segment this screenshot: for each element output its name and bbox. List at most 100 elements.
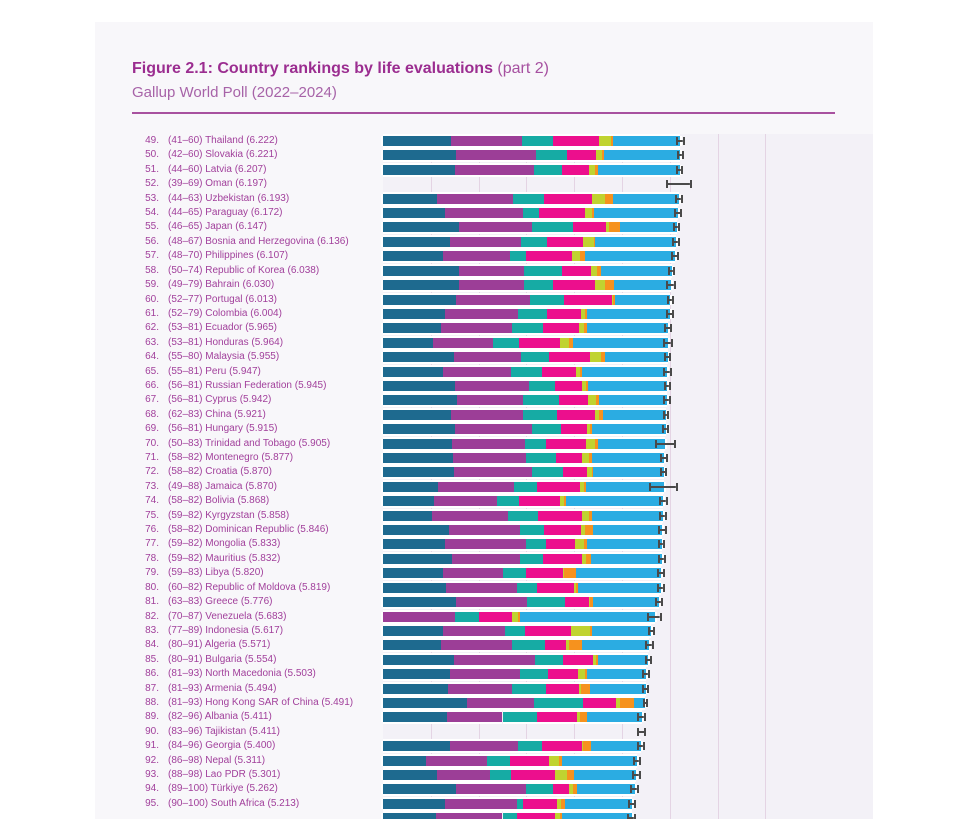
row-rank: 63. xyxy=(145,336,159,348)
bar-segment-healthy_life_expectancy xyxy=(534,697,583,708)
row-label: (82–96) Albania (5.411) xyxy=(168,711,272,723)
bar-segment-generosity xyxy=(579,683,582,694)
chart-row: 84. (80–91) Algeria (5.571) xyxy=(95,638,873,652)
bar-segment-gdp_per_capita xyxy=(383,409,451,420)
bar-segment-healthy_life_expectancy xyxy=(517,798,524,809)
confidence-interval-whisker xyxy=(666,281,676,290)
bar-segment-generosity xyxy=(595,280,605,291)
bar-segment-generosity xyxy=(573,582,576,593)
row-label: (50–74) Republic of Korea (6.038) xyxy=(168,264,320,276)
bar-segment-generosity xyxy=(606,222,610,233)
row-label: (48–67) Bosnia and Herzegovina (6.136) xyxy=(168,235,349,247)
bar-segment-generosity xyxy=(512,611,518,622)
row-rank: 90. xyxy=(145,725,159,737)
row-rank: 75. xyxy=(145,509,159,521)
confidence-interval-whisker xyxy=(672,237,681,246)
bar-segment-social_support xyxy=(436,770,491,781)
confidence-interval-whisker xyxy=(644,655,653,664)
bar-segment-social_support xyxy=(434,496,498,507)
chart-row: 78. (59–82) Mauritius (5.832) xyxy=(95,552,873,566)
bar-segment-freedom xyxy=(559,395,589,406)
figure-title: Figure 2.1: Country rankings by life eva… xyxy=(132,58,838,80)
confidence-interval-whisker xyxy=(647,626,656,635)
chart-row: 73. (49–88) Jamaica (5.870) xyxy=(95,480,873,494)
bar-segment-social_support xyxy=(449,669,521,680)
bar-segment-social_support xyxy=(459,265,524,276)
row-label: (55–81) Peru (5.947) xyxy=(168,365,261,377)
bar xyxy=(383,739,873,753)
bar-segment-freedom xyxy=(526,568,563,579)
bar xyxy=(383,336,873,350)
row-rank: 83. xyxy=(145,624,159,636)
bar-segment-dystopia_plus_residual xyxy=(591,741,642,752)
bar-segment-social_support xyxy=(455,150,537,161)
bar-segment-perceptions_of_corruption xyxy=(604,193,613,204)
row-label: (59–83) Libya (5.820) xyxy=(168,567,264,579)
bar-segment-healthy_life_expectancy xyxy=(536,150,567,161)
bar-segment-gdp_per_capita xyxy=(383,352,454,363)
bar-segment-freedom xyxy=(536,582,574,593)
bar-segment-perceptions_of_corruption xyxy=(609,222,620,233)
bar-segment-healthy_life_expectancy xyxy=(529,380,555,391)
confidence-interval-whisker xyxy=(662,367,672,376)
bar-segment-social_support xyxy=(449,741,518,752)
figure-title-part: (part 2) xyxy=(492,60,549,77)
bar-segment-dystopia_plus_residual xyxy=(577,784,635,795)
bar-segment-freedom xyxy=(544,640,567,651)
bar-segment-freedom xyxy=(545,539,575,550)
bar-segment-gdp_per_capita xyxy=(383,438,453,449)
chart-row: 69. (56–81) Hungary (5.915) xyxy=(95,422,873,436)
bar-segment-generosity xyxy=(559,337,570,348)
bar-segment-gdp_per_capita xyxy=(383,625,443,636)
bar-segment-freedom xyxy=(519,337,560,348)
bar-segment-generosity xyxy=(588,395,597,406)
row-label: (58–82) Dominican Republic (5.846) xyxy=(168,524,329,536)
confidence-interval-whisker xyxy=(627,799,637,808)
bar xyxy=(383,264,873,278)
bar-segment-gdp_per_capita xyxy=(383,654,454,665)
chart-row: 80. (60–82) Republic of Moldova (5.819) xyxy=(95,581,873,595)
bar-segment-gdp_per_capita xyxy=(383,193,437,204)
bar xyxy=(383,710,873,724)
confidence-interval-whisker xyxy=(676,165,684,174)
bar-segment-freedom xyxy=(553,136,599,146)
row-label: (80–91) Bulgaria (5.554) xyxy=(168,653,277,665)
row-label: (59–82) Mauritius (5.832) xyxy=(168,552,281,564)
confidence-interval-whisker xyxy=(663,353,672,362)
bar-segment-dystopia_plus_residual xyxy=(520,611,655,622)
bar-segment-generosity xyxy=(586,424,590,435)
bar xyxy=(383,163,873,177)
confidence-interval-whisker xyxy=(657,554,666,563)
bar-segment-healthy_life_expectancy xyxy=(522,208,540,219)
bar-segment-generosity xyxy=(584,208,592,219)
bar-segment-freedom xyxy=(541,741,582,752)
bar-segment-perceptions_of_corruption xyxy=(580,251,586,262)
bar-segment-healthy_life_expectancy xyxy=(529,294,565,305)
chart-row: 85. (80–91) Bulgaria (5.554) xyxy=(95,653,873,667)
bar-segment-healthy_life_expectancy xyxy=(524,265,563,276)
chart-row: 56. (48–67) Bosnia and Herzegovina (6.136… xyxy=(95,235,873,249)
bar-segment-generosity xyxy=(580,525,585,536)
confidence-interval-whisker xyxy=(644,641,654,650)
bar-segment-healthy_life_expectancy xyxy=(517,308,548,319)
bar-segment-dystopia_plus_residual xyxy=(586,323,669,334)
bar-segment-healthy_life_expectancy xyxy=(520,669,548,680)
chart-row: 89. (82–96) Albania (5.411) xyxy=(95,710,873,724)
bar-segment-perceptions_of_corruption xyxy=(584,669,587,680)
bar-segment-perceptions_of_corruption xyxy=(589,625,593,636)
bar-segment-healthy_life_expectancy xyxy=(511,323,543,334)
bar-segment-healthy_life_expectancy xyxy=(522,395,560,406)
bar-segment-healthy_life_expectancy xyxy=(517,741,542,752)
bar-segment-perceptions_of_corruption xyxy=(572,784,578,795)
row-label: (48–70) Philippines (6.107) xyxy=(168,250,289,262)
bar-segment-freedom xyxy=(546,438,586,449)
confidence-interval-whisker xyxy=(663,410,669,419)
bar-segment-gdp_per_capita xyxy=(383,280,459,291)
bar xyxy=(383,552,873,566)
row-rank: 58. xyxy=(145,264,159,276)
bar-segment-dystopia_plus_residual xyxy=(612,193,679,204)
row-label: (88–98) Lao PDR (5.301) xyxy=(168,769,281,781)
bar-segment-social_support xyxy=(455,294,530,305)
bar-segment-dystopia_plus_residual xyxy=(564,798,633,809)
bar-segment-gdp_per_capita xyxy=(383,640,442,651)
